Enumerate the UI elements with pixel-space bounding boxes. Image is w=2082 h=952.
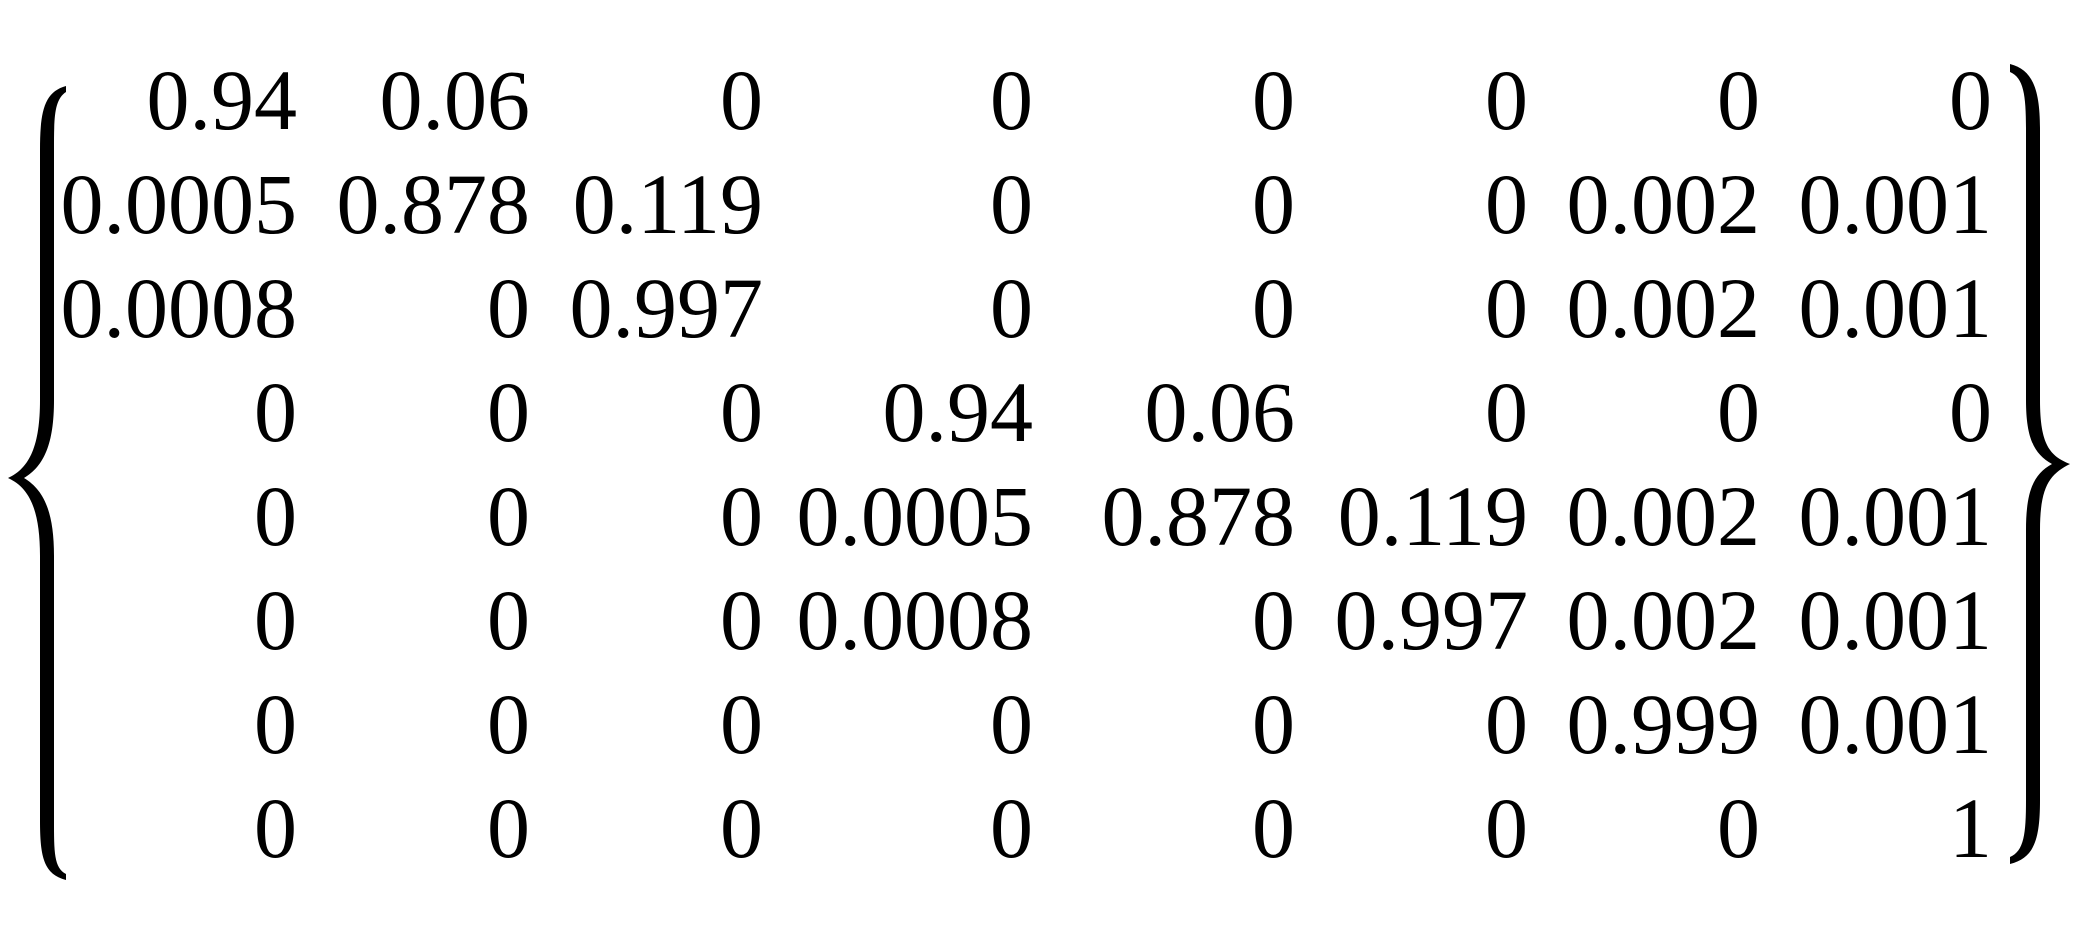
matrix-cell: 0.001	[1798, 156, 1993, 252]
matrix-row: 0.0008 0 0.997 0 0 0 0.002 0.001	[60, 256, 2010, 360]
matrix-cell: 0.002	[1566, 260, 1761, 356]
matrix-cell: 0.119	[572, 156, 763, 252]
matrix-cell: 0.001	[1798, 260, 1993, 356]
matrix-cell: 0.001	[1798, 468, 1993, 564]
matrix-cell: 0.002	[1566, 156, 1761, 252]
matrix-cell: 0	[1252, 780, 1295, 876]
matrix-row: 0.0005 0.878 0.119 0 0 0 0.002 0.001	[60, 152, 2010, 256]
matrix-cell: 0.002	[1566, 468, 1761, 564]
matrix-cell: 0	[990, 676, 1033, 772]
matrix-cell: 0	[1252, 260, 1295, 356]
matrix-cell: 0	[1949, 364, 1992, 460]
matrix-row: 0 0 0 0.0008 0 0.997 0.002 0.001	[60, 568, 2010, 672]
matrix-cell: 0.997	[569, 260, 764, 356]
matrix-cell: 0	[254, 468, 297, 564]
matrix-cell: 0	[1485, 364, 1528, 460]
matrix-cell: 0	[720, 364, 763, 460]
matrix-cell: 0	[1949, 52, 1992, 148]
matrix-cell: 0	[1485, 52, 1528, 148]
matrix-cell: 0	[254, 780, 297, 876]
matrix-cell: 0.94	[882, 364, 1034, 460]
matrix-cell: 0	[720, 780, 763, 876]
matrix-cell: 0	[990, 260, 1033, 356]
matrix-cell: 1	[1949, 780, 1992, 876]
matrix-cell: 0	[1485, 260, 1528, 356]
matrix-cell: 0.0008	[60, 260, 298, 356]
matrix-cell: 0.06	[1144, 364, 1296, 460]
matrix-cell: 0	[990, 780, 1033, 876]
matrix-cell: 0	[487, 468, 530, 564]
matrix-cell: 0	[254, 572, 297, 668]
transition-matrix: 0.94 0.06 0 0 0 0 0 0 0.0005 0.878 0.119…	[60, 48, 2010, 880]
matrix-cell: 0.94	[146, 52, 298, 148]
matrix-cell: 0	[254, 676, 297, 772]
matrix-cell: 0	[487, 572, 530, 668]
matrix-row: 0 0 0 0.0005 0.878 0.119 0.002 0.001	[60, 464, 2010, 568]
matrix-cell: 0	[720, 676, 763, 772]
matrix-cell: 0	[1717, 52, 1760, 148]
matrix-cell: 0.0005	[60, 156, 298, 252]
matrix-cell: 0	[1485, 156, 1528, 252]
matrix-cell: 0.001	[1798, 676, 1993, 772]
matrix-cell: 0.0005	[796, 468, 1034, 564]
matrix-cell: 0	[487, 364, 530, 460]
matrix-cell: 0.001	[1798, 572, 1993, 668]
matrix-cell: 0	[254, 364, 297, 460]
matrix-cell: 0	[1717, 364, 1760, 460]
matrix-cell: 0	[720, 572, 763, 668]
matrix-cell: 0.0008	[796, 572, 1034, 668]
matrix-cell: 0	[1252, 676, 1295, 772]
matrix-cell: 0	[720, 468, 763, 564]
matrix-cell: 0.002	[1566, 572, 1761, 668]
matrix-cell: 0	[487, 260, 530, 356]
matrix-cell: 0	[1485, 676, 1528, 772]
matrix-cell: 0	[1717, 780, 1760, 876]
matrix-cell: 0	[487, 780, 530, 876]
matrix-cell: 0.119	[1337, 468, 1528, 564]
matrix-cell: 0	[487, 676, 530, 772]
left-brace-icon	[8, 86, 66, 880]
matrix-cell: 0.997	[1334, 572, 1529, 668]
matrix-cell: 0	[990, 52, 1033, 148]
matrix-cell: 0.999	[1566, 676, 1761, 772]
matrix-cell: 0.878	[336, 156, 531, 252]
matrix-cell: 0.06	[379, 52, 531, 148]
right-brace-icon	[2010, 64, 2070, 864]
matrix-row: 0.94 0.06 0 0 0 0 0 0	[60, 48, 2010, 152]
matrix-cell: 0	[720, 52, 763, 148]
matrix-cell: 0	[990, 156, 1033, 252]
matrix-cell: 0	[1252, 156, 1295, 252]
matrix-row: 0 0 0 0 0 0 0 1	[60, 776, 2010, 880]
matrix-row: 0 0 0 0.94 0.06 0 0 0	[60, 360, 2010, 464]
matrix-cell: 0.878	[1101, 468, 1296, 564]
matrix-row: 0 0 0 0 0 0 0.999 0.001	[60, 672, 2010, 776]
matrix-cell: 0	[1252, 52, 1295, 148]
matrix-cell: 0	[1485, 780, 1528, 876]
matrix-cell: 0	[1252, 572, 1295, 668]
